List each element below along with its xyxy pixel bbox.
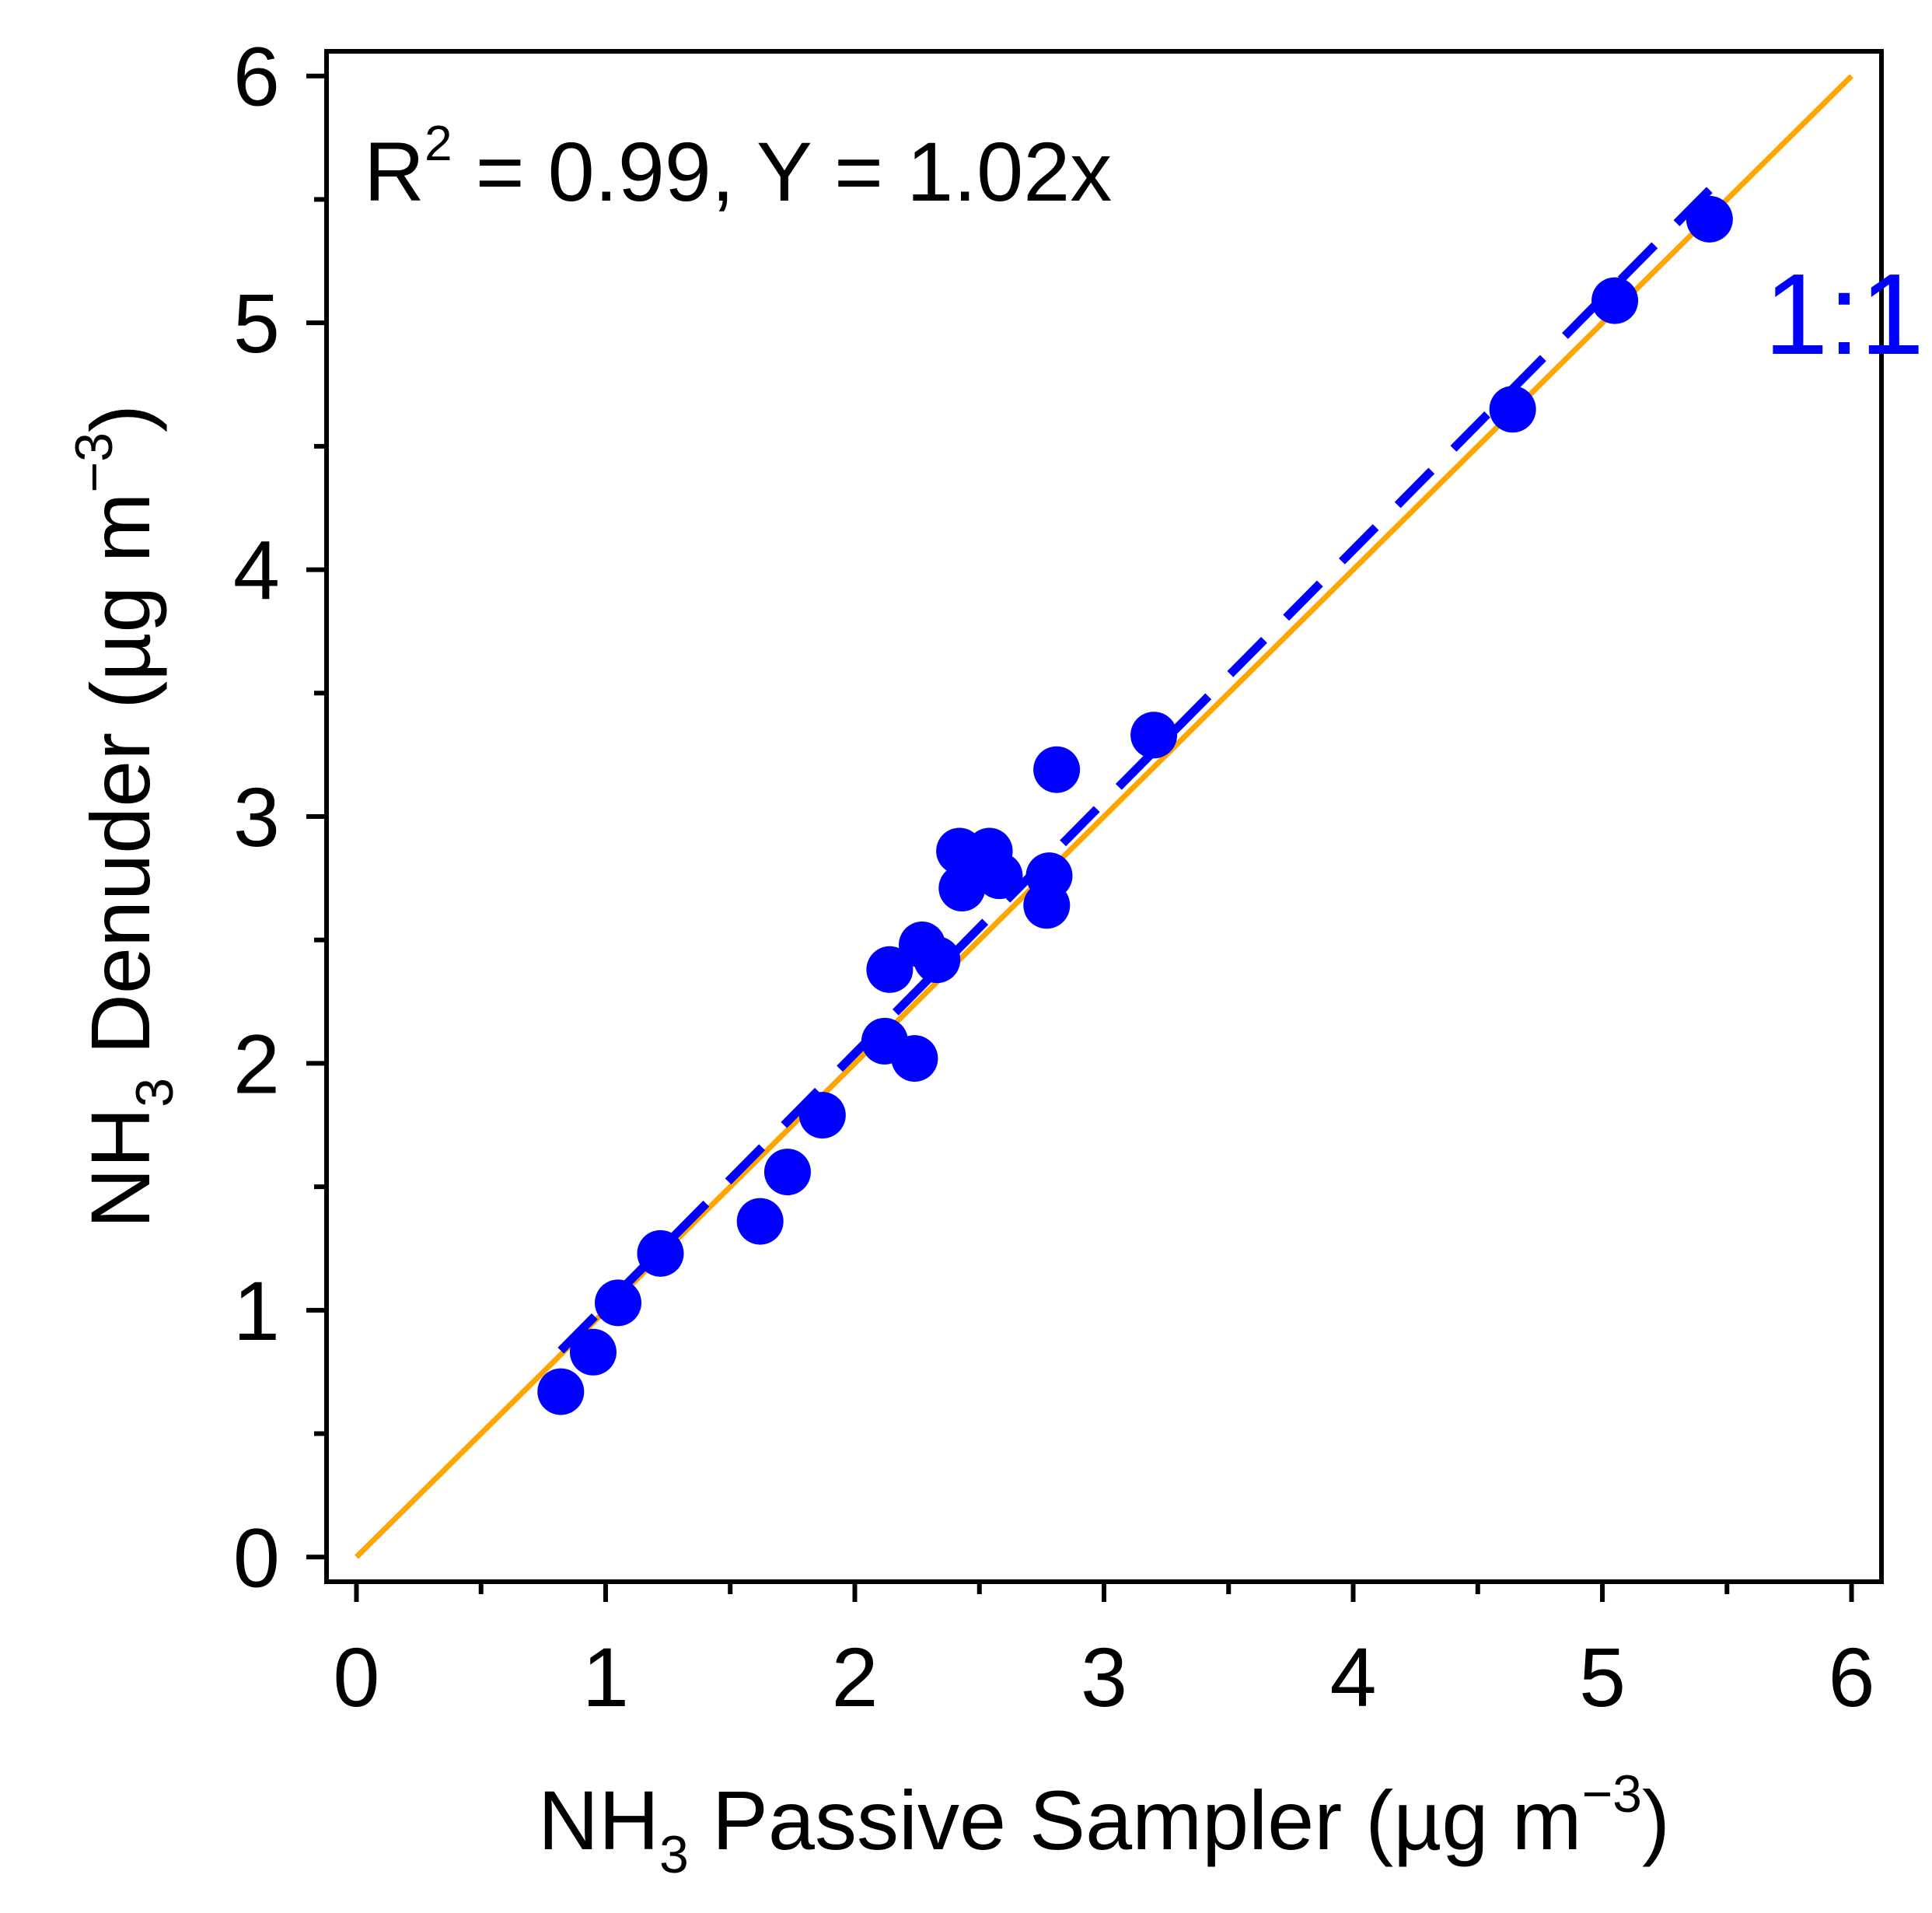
data-point — [976, 852, 1023, 900]
y-label-exponent: −3 — [65, 432, 124, 493]
x-tick-label: 3 — [1081, 1630, 1127, 1724]
data-point — [1686, 195, 1733, 243]
y-tick-label: 0 — [233, 1510, 280, 1604]
y-tick-label: 3 — [233, 770, 280, 864]
y-axis-label: NH3 Denuder (µg m−3) — [65, 404, 184, 1229]
x-label-exponent: −3 — [1581, 1764, 1642, 1824]
data-point — [866, 946, 914, 993]
data-point — [1033, 746, 1081, 793]
data-point — [891, 1035, 938, 1082]
y-tick-label: 4 — [233, 523, 280, 617]
data-point — [1489, 386, 1536, 433]
y-tick-label: 2 — [233, 1016, 280, 1110]
data-point — [938, 865, 986, 912]
y-label-text: Denuder (µg m — [73, 493, 167, 1079]
y-label-subscript: 3 — [125, 1078, 184, 1107]
y-tick-label: 5 — [233, 276, 280, 370]
one-to-one-label: 1:1 — [1764, 250, 1924, 379]
regression-fit-line — [557, 187, 1713, 1354]
data-points — [537, 195, 1733, 1415]
data-point — [763, 1149, 811, 1196]
x-tick-label: 0 — [333, 1630, 379, 1724]
data-point — [1025, 852, 1073, 900]
y-tick-label: 6 — [233, 30, 280, 124]
fit-annotation: R2 = 0.99, Y = 1.02x — [364, 115, 1112, 219]
x-tick-label: 6 — [1828, 1630, 1874, 1724]
annotation-rest: = 0.99, Y = 1.02x — [452, 124, 1113, 219]
data-point — [1130, 712, 1178, 759]
annotation-r-exponent: 2 — [424, 115, 452, 171]
data-point — [595, 1279, 641, 1327]
x-axis-label: NH3 Passive Sampler (µg m−3) — [538, 1764, 1670, 1884]
x-label-text: Passive Sampler (µg m — [689, 1773, 1582, 1867]
x-tick-labels: 0 1 2 3 4 5 6 — [333, 1630, 1874, 1724]
x-tick-label: 4 — [1329, 1630, 1376, 1724]
minor-ticks — [314, 197, 1730, 1594]
x-tick-label: 5 — [1579, 1630, 1626, 1724]
x-label-subscript: 3 — [659, 1825, 689, 1884]
y-tick-label: 1 — [233, 1264, 280, 1358]
data-point — [537, 1368, 585, 1415]
data-point — [736, 1198, 784, 1245]
x-label-close: ) — [1642, 1773, 1670, 1867]
x-tick-label: 1 — [582, 1630, 629, 1724]
major-ticks — [306, 73, 1854, 1602]
y-tick-labels: 0 1 2 3 4 5 6 — [233, 30, 280, 1605]
data-point — [637, 1229, 684, 1277]
y-label-close: ) — [73, 404, 167, 432]
data-point — [914, 936, 961, 984]
x-label-species: NH — [538, 1773, 659, 1867]
annotation-r-symbol: R — [364, 124, 424, 219]
data-point — [569, 1328, 617, 1376]
x-tick-label: 2 — [831, 1630, 878, 1724]
y-label-species: NH — [73, 1107, 167, 1229]
data-point — [1591, 277, 1639, 324]
data-point — [798, 1092, 846, 1139]
